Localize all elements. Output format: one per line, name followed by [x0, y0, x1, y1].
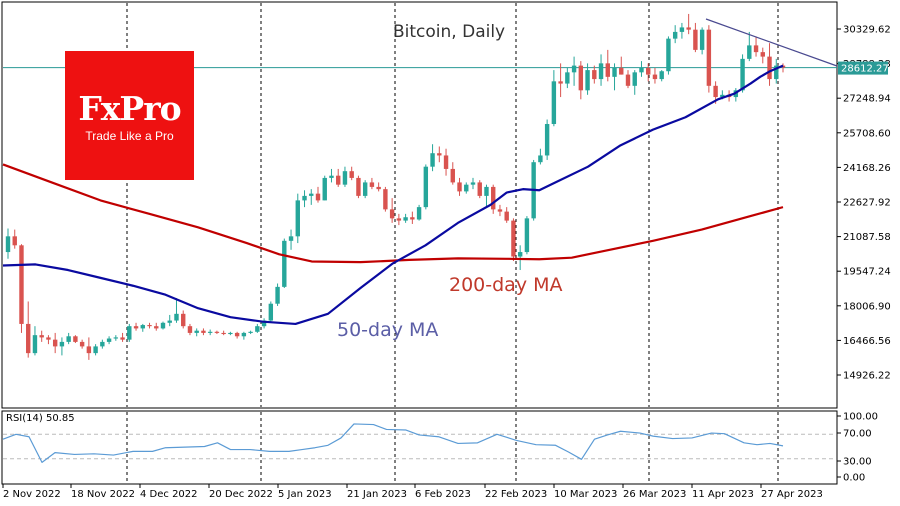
logo-tagline: Trade Like a Pro [85, 129, 174, 143]
ma50-label: 50-day MA [337, 319, 439, 341]
svg-text:27 Apr 2023: 27 Apr 2023 [761, 489, 823, 500]
svg-text:22627.92: 22627.92 [843, 198, 891, 209]
rsi-levels [3, 433, 836, 460]
svg-text:70.00: 70.00 [843, 429, 872, 440]
fxpro-logo: FxPro Trade Like a Pro [65, 51, 194, 180]
rsi-line [2, 423, 784, 463]
svg-text:100.00: 100.00 [843, 412, 878, 423]
svg-text:18 Nov 2022: 18 Nov 2022 [71, 489, 135, 500]
svg-text:19547.24: 19547.24 [843, 267, 891, 278]
rsi-label: RSI(14) 50.85 [6, 413, 75, 424]
svg-text:4 Dec 2022: 4 Dec 2022 [140, 489, 198, 500]
svg-text:16466.56: 16466.56 [843, 336, 891, 347]
svg-text:18006.90: 18006.90 [843, 301, 891, 312]
svg-text:5 Jan 2023: 5 Jan 2023 [278, 489, 332, 500]
svg-text:6 Feb 2023: 6 Feb 2023 [415, 489, 471, 500]
rsi-axis: 100.00 70.00 30.00 0.00 [837, 412, 878, 484]
svg-text:21 Jan 2023: 21 Jan 2023 [347, 489, 407, 500]
svg-text:11 Apr 2023: 11 Apr 2023 [692, 489, 754, 500]
trendline [705, 18, 838, 67]
svg-text:30.00: 30.00 [843, 457, 872, 468]
svg-text:28612.27: 28612.27 [841, 64, 889, 75]
svg-text:24168.26: 24168.26 [843, 163, 891, 174]
svg-text:2 Nov 2022: 2 Nov 2022 [3, 489, 61, 500]
chart-title: Bitcoin, Daily [393, 22, 506, 42]
svg-text:22 Feb 2023: 22 Feb 2023 [485, 489, 547, 500]
svg-text:26 Mar 2023: 26 Mar 2023 [623, 489, 686, 500]
time-axis: 2 Nov 2022 18 Nov 2022 4 Dec 2022 20 Dec 20… [2, 484, 823, 500]
rsi-panel-frame [1, 410, 838, 485]
svg-text:0.00: 0.00 [843, 473, 865, 484]
svg-text:30329.62: 30329.62 [843, 25, 891, 36]
ma-50-line [2, 64, 784, 326]
current-price-tag: 28612.27 [838, 61, 889, 75]
ma-200-line [2, 163, 784, 264]
svg-text:27248.94: 27248.94 [843, 94, 891, 105]
logo-brand: FxPro [78, 89, 181, 128]
svg-text:20 Dec 2022: 20 Dec 2022 [209, 489, 273, 500]
price-axis: 30329.62 27248.94 25708.60 24168.26 22627.92… [837, 25, 891, 382]
candlesticks [5, 13, 786, 360]
svg-text:10 Mar 2023: 10 Mar 2023 [554, 489, 617, 500]
svg-text:14926.22: 14926.22 [843, 371, 891, 382]
ma200-label: 200-day MA [449, 274, 563, 296]
svg-text:21087.58: 21087.58 [843, 232, 891, 243]
svg-text:25708.60: 25708.60 [843, 128, 891, 139]
